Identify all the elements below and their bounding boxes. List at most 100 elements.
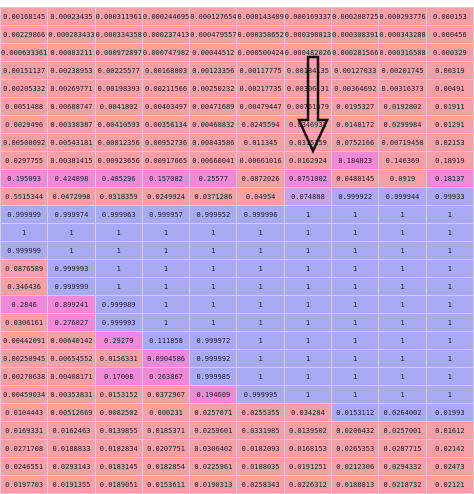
grid-cell: 1	[94, 259, 143, 278]
grid-cell: 1	[378, 277, 427, 296]
grid-cell: 1	[425, 259, 474, 278]
grid-cell: 0.0257001	[378, 421, 427, 440]
grid-cell: 0.00843586	[189, 133, 238, 152]
grid-cell: 0.000398813	[283, 25, 333, 44]
grid-cell: 0.000500424	[236, 43, 285, 62]
grid-cell: 1	[331, 331, 380, 350]
grid-cell: 0.000456	[425, 25, 474, 44]
grid-cell: 0.00127033	[331, 61, 380, 80]
grid-cell: 0.999952	[189, 205, 238, 224]
grid-cell: 1	[378, 259, 427, 278]
grid-cell: 1	[189, 259, 238, 278]
grid-cell: 0.0306161	[0, 313, 49, 332]
grid-cell: 0.02153	[425, 133, 474, 152]
grid-cell: 0.0197703	[0, 475, 49, 494]
grid-cell: 0.0041802	[94, 97, 143, 116]
grid-cell: 0.0265353	[331, 439, 380, 458]
grid-cell: 1	[425, 331, 474, 350]
grid-cell: 0.0182854	[141, 457, 191, 476]
grid-cell: 0.00356134	[141, 115, 191, 134]
grid-cell: 1	[94, 223, 143, 242]
grid-cell: 0.146369	[378, 151, 427, 170]
grid-cell: 0.25577	[189, 169, 238, 188]
grid-cell: 0.0752166	[331, 133, 380, 152]
grid-cell: 0.0480145	[331, 169, 380, 188]
grid-row: 0.5515344 0.0472998 0.0318359 0.0249924 0.03…	[0, 187, 474, 206]
grid-row: 0.00500092 0.00543181 0.00812356 0.00952736…	[0, 133, 474, 152]
grid-cell: 0.0212306	[331, 457, 380, 476]
grid-cell: 0.00952736	[141, 133, 191, 152]
grid-cell: 0.0148172	[331, 115, 380, 134]
grid-cell: 1	[283, 205, 333, 224]
grid-cell: 1	[189, 313, 238, 332]
grid-cell: 0.0139855	[94, 421, 143, 440]
grid-cell: 0.276027	[47, 313, 96, 332]
grid-cell: 0.00229866	[0, 25, 49, 44]
grid-row: 0.00205332 0.00269771 0.00198393 0.00211566…	[0, 79, 474, 98]
grid-cell: 0.0226312	[283, 475, 333, 494]
grid-cell: 0.999992	[189, 349, 238, 368]
grid-cell: 0.999985	[189, 367, 238, 386]
grid-cell: 1	[378, 205, 427, 224]
grid-row: 0.00459034 0.00353831 0.0153152 0.0372967 0.…	[0, 385, 474, 404]
grid-cell: 0.0190313	[189, 475, 238, 494]
grid-cell: 1	[236, 259, 285, 278]
grid-cell: 0.0876589	[0, 259, 49, 278]
grid-cell: 0.0207751	[141, 439, 191, 458]
grid-row: 0.00151137 0.00238953 0.00225577 0.00168803…	[0, 61, 474, 80]
grid-cell: 0.00408171	[47, 367, 96, 386]
grid-cell: 1	[236, 331, 285, 350]
grid-row: 0.0197703 0.0191355 0.0189051 0.0153611 0.01…	[0, 475, 474, 494]
probability-grid: 0.00168145 0.00023435 0.000311961 0.0002446…	[0, 7, 474, 494]
grid-cell: 0.263867	[141, 367, 191, 386]
grid-cell: 0.999993	[94, 313, 143, 332]
grid-cell: 0.5515344	[0, 187, 49, 206]
grid-cell: 0.0156331	[94, 349, 143, 368]
grid-cell: 0.00217735	[236, 79, 285, 98]
grid-cell: 1	[331, 313, 380, 332]
grid-cell: 1	[378, 367, 427, 386]
grid-cell: 0.0188035	[236, 457, 285, 476]
grid-cell: 0.0051488	[0, 97, 49, 116]
grid-cell: 0.02473	[425, 457, 474, 476]
grid-cell: 0.00319	[425, 61, 474, 80]
grid-cell: 0.000358652	[236, 25, 285, 44]
grid-row: 0.0029496 0.00338387 0.00410593 0.00356134 0…	[0, 115, 474, 134]
grid-cell: 1	[236, 313, 285, 332]
grid-cell: 1	[0, 223, 49, 242]
grid-cell: 1	[378, 223, 427, 242]
grid-cell: 0.000281566	[331, 43, 380, 62]
grid-cell: 0.999963	[94, 205, 143, 224]
grid-cell: 0.00491	[425, 79, 474, 98]
grid-row: 0.00250945 0.00654552 0.0156331 0.0904586 0.…	[0, 349, 474, 368]
grid-row: 0.0051488 0.00688747 0.0041802 0.00403497 0.…	[0, 97, 474, 116]
grid-cell: 0.999989	[94, 295, 143, 314]
grid-cell: 0.00812356	[94, 133, 143, 152]
grid-row: 0.0876589 0.999993 1 1 1 1 1 1 1 1	[0, 259, 474, 278]
grid-cell: 0.0331985	[236, 421, 285, 440]
grid-row: 0.0297755 0.00381415 0.00923656 0.00917665 0…	[0, 151, 474, 170]
grid-cell: 0.0153152	[94, 385, 143, 404]
grid-body: 0.00168145 0.00023435 0.000311961 0.0002446…	[0, 7, 474, 494]
grid-row: 0.999999 0.999974 0.999963 0.999957 0.999952…	[0, 205, 474, 224]
grid-cell: 1	[94, 277, 143, 296]
grid-cell: 0.000308391	[331, 25, 380, 44]
grid-cell: 0.0372967	[141, 385, 191, 404]
grid-cell: 1	[236, 367, 285, 386]
grid-row: 0.0169331 0.0162463 0.0139855 0.0185371 0.02…	[0, 421, 474, 440]
grid-cell: 0.0192802	[378, 97, 427, 116]
grid-cell: 0.00238953	[47, 61, 96, 80]
grid-cell: 0.999993	[47, 259, 96, 278]
grid-cell: 1	[425, 277, 474, 296]
grid-cell: 0.99933	[425, 187, 474, 206]
grid-cell: 0.000169337	[283, 7, 333, 26]
grid-cell: 0.0169331	[0, 421, 49, 440]
grid-cell: 0.0318359	[94, 187, 143, 206]
grid-cell: 0.0162463	[47, 421, 96, 440]
grid-cell: 0.999995	[236, 385, 285, 404]
grid-cell: 0.0188833	[47, 439, 96, 458]
grid-cell: 1	[378, 241, 427, 260]
grid-cell: 0.00250232	[189, 79, 238, 98]
grid-cell: 1	[236, 223, 285, 242]
grid-cell: 1	[331, 295, 380, 314]
